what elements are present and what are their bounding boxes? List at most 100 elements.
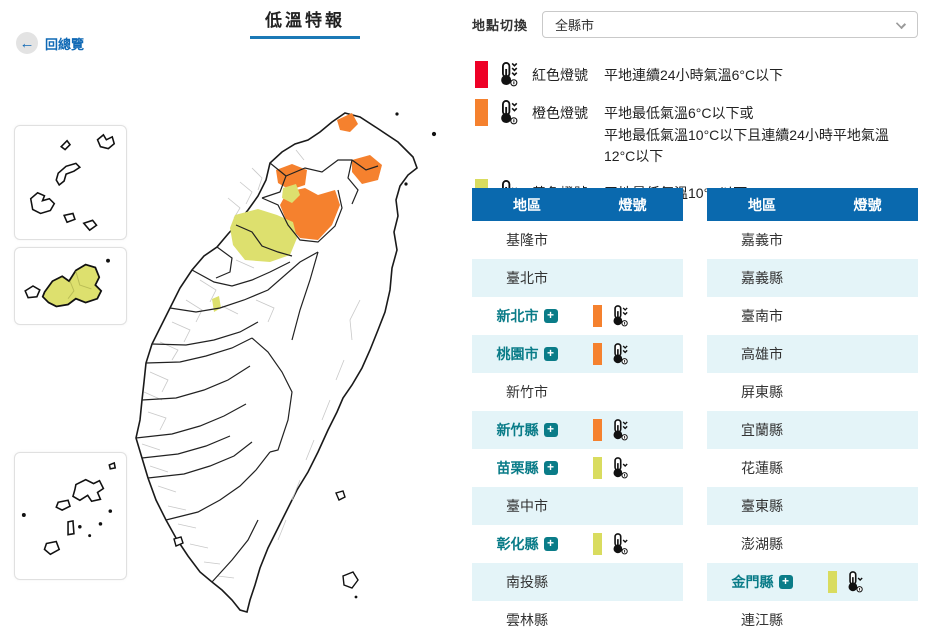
- table-row: 雲林縣: [472, 601, 683, 639]
- table-row: 基隆市: [472, 221, 683, 259]
- red-signal-chip: [475, 61, 488, 88]
- table-row: 連江縣: [707, 601, 918, 639]
- region-name: 臺東縣: [741, 498, 783, 514]
- taiwan-map[interactable]: [0, 0, 465, 640]
- table-header: 地區 燈號: [472, 188, 683, 221]
- region-name[interactable]: 新北市: [496, 308, 539, 324]
- thermometer-icon: [844, 570, 865, 594]
- table-row: 嘉義市: [707, 221, 918, 259]
- inset-matsu[interactable]: [14, 125, 127, 240]
- table-row: 臺北市: [472, 259, 683, 297]
- table-row: 臺南市: [707, 297, 918, 335]
- thermometer-icon: [609, 304, 630, 328]
- table-row: 屏東縣: [707, 373, 918, 411]
- table-row: 宜蘭縣: [707, 411, 918, 449]
- legend-item-red: 紅色燈號 平地連續24小時氣溫6°C以下: [475, 61, 918, 88]
- legend-item-orange: 橙色燈號 平地最低氣溫6°C以下或 平地最低氣溫10°C以下且連續24小時平地氣…: [475, 99, 918, 168]
- thermometer-icon: [609, 342, 630, 366]
- region-name: 屏東縣: [741, 384, 783, 400]
- region-name[interactable]: 新竹縣: [496, 422, 539, 438]
- region-name: 高雄市: [741, 346, 783, 362]
- region-name: 南投縣: [506, 574, 548, 590]
- table-row: 金門縣 +: [707, 563, 918, 601]
- orange-signal-chip: [593, 419, 602, 441]
- yellow-signal-chip: [828, 571, 837, 593]
- thermometer-icon: [609, 532, 630, 556]
- info-panel: 地點切換 全縣市 紅色燈號 平地連續24小時氣溫6°C以下 橙色燈號 平地最低氣…: [472, 0, 918, 640]
- orange-signal-chip: [475, 99, 488, 126]
- back-arrow-icon: ←: [16, 32, 38, 54]
- thermometer-icon: [496, 99, 520, 126]
- page-title: 低溫特報: [250, 6, 360, 39]
- region-name: 臺北市: [506, 270, 548, 286]
- region-name: 花蓮縣: [741, 460, 783, 476]
- region-name: 新竹市: [506, 384, 548, 400]
- offshore-islets: [173, 112, 437, 599]
- region-name: 雲林縣: [506, 612, 548, 628]
- expand-plus-icon[interactable]: +: [543, 309, 558, 323]
- table-row: 花蓮縣: [707, 449, 918, 487]
- table-row: 臺中市: [472, 487, 683, 525]
- township-borders: [141, 149, 361, 579]
- table-header: 地區 燈號: [707, 188, 918, 221]
- header-region: 地區: [748, 196, 776, 213]
- region-name[interactable]: 彰化縣: [496, 536, 539, 552]
- inset-kinmen[interactable]: [14, 247, 127, 325]
- legend-label: 橙色燈號: [532, 105, 588, 121]
- header-signal: 燈號: [853, 196, 882, 213]
- region-name: 基隆市: [506, 232, 548, 248]
- table-row: 新竹市: [472, 373, 683, 411]
- taiwan-coastline: [135, 112, 418, 613]
- thermometer-icon: [609, 456, 630, 480]
- table-row: 新北市 +: [472, 297, 683, 335]
- region-name: 澎湖縣: [741, 536, 783, 552]
- table-row: 臺東縣: [707, 487, 918, 525]
- region-name: 連江縣: [741, 612, 783, 628]
- expand-plus-icon[interactable]: +: [543, 461, 558, 475]
- orange-signal-chip: [593, 343, 602, 365]
- expand-plus-icon[interactable]: +: [543, 537, 558, 551]
- orange-signal-chip: [593, 305, 602, 327]
- region-name: 嘉義縣: [741, 270, 783, 286]
- table-row: 澎湖縣: [707, 525, 918, 563]
- legend-label: 紅色燈號: [532, 67, 588, 83]
- warning-regions: [212, 113, 382, 312]
- table-row: 彰化縣 +: [472, 525, 683, 563]
- expand-plus-icon[interactable]: +: [543, 423, 558, 437]
- location-switch-label: 地點切換: [472, 18, 529, 33]
- legend-desc: 平地最低氣溫6°C以下或 平地最低氣溫10°C以下且連續24小時平地氣溫12°C…: [604, 105, 889, 165]
- expand-plus-icon[interactable]: +: [543, 347, 558, 361]
- region-name[interactable]: 桃園市: [496, 346, 539, 362]
- region-name: 嘉義市: [741, 232, 783, 248]
- region-name[interactable]: 金門縣: [731, 574, 774, 590]
- back-label: 回總覽: [45, 36, 85, 52]
- table-row: 嘉義縣: [707, 259, 918, 297]
- inset-penghu[interactable]: [14, 452, 127, 580]
- region-name: 臺中市: [506, 498, 548, 514]
- thermometer-icon: [496, 61, 520, 88]
- table-row: 桃園市 +: [472, 335, 683, 373]
- table-row: 高雄市: [707, 335, 918, 373]
- yellow-signal-chip: [593, 457, 602, 479]
- table-row: 苗栗縣 +: [472, 449, 683, 487]
- table-row: 新竹縣 +: [472, 411, 683, 449]
- yellow-signal-chip: [593, 533, 602, 555]
- header-region: 地區: [513, 196, 541, 213]
- legend-desc: 平地連續24小時氣溫6°C以下: [604, 67, 784, 83]
- back-link[interactable]: ← 回總覽: [16, 32, 84, 54]
- chevron-down-icon: [895, 18, 907, 30]
- table-row: 南投縣: [472, 563, 683, 601]
- thermometer-icon: [609, 418, 630, 442]
- county-borders: [135, 159, 379, 583]
- expand-plus-icon[interactable]: +: [778, 575, 793, 589]
- location-select[interactable]: 全縣市: [542, 11, 918, 38]
- region-name: 臺南市: [741, 308, 783, 324]
- region-name[interactable]: 苗栗縣: [496, 460, 539, 476]
- map-panel: 低溫特報 ← 回總覽: [0, 0, 465, 640]
- location-select-value: 全縣市: [555, 18, 595, 33]
- region-table-left: 地區 燈號 基隆市 臺北市 新北市 +: [472, 188, 683, 639]
- region-name: 宜蘭縣: [741, 422, 783, 438]
- header-signal: 燈號: [618, 196, 647, 213]
- region-table-right: 地區 燈號 嘉義市 嘉義縣 臺南市 高雄市: [707, 188, 918, 639]
